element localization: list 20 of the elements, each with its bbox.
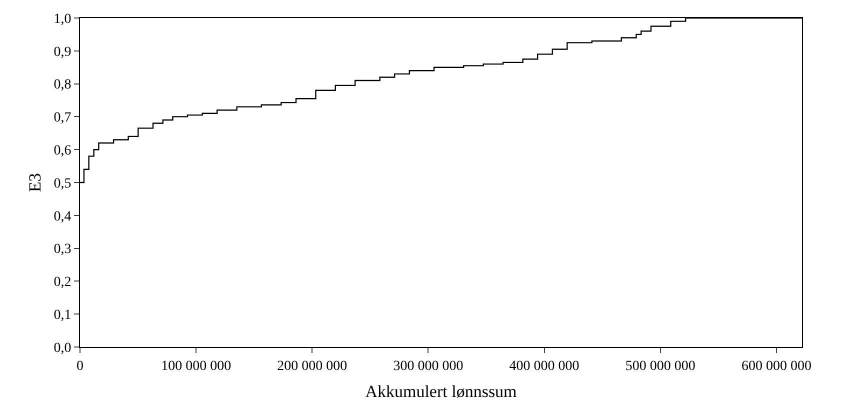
y-tick-label: 0,3 (54, 242, 72, 258)
x-tick-label: 200 000 000 (277, 358, 348, 374)
y-tick-label: 0,5 (54, 176, 72, 192)
y-tick-label: 0,0 (54, 340, 72, 356)
x-tick-label: 600 000 000 (741, 358, 812, 374)
y-tick-label: 0,6 (54, 144, 72, 158)
y-tick-label: 0,4 (54, 209, 72, 224)
x-tick-label: 300 000 000 (393, 358, 464, 374)
x-tick-label: 0 (76, 358, 84, 374)
y-axis-title: E3 (25, 173, 44, 192)
x-tick-label: 100 000 000 (161, 358, 232, 374)
y-tick-label: 0,7 (54, 110, 72, 126)
x-tick-label: 400 000 000 (509, 358, 580, 374)
y-tick-label: 0,1 (54, 308, 72, 323)
y-tick-label: 0,2 (54, 275, 72, 290)
x-tick-label: 500 000 000 (625, 358, 696, 374)
y-tick-label: 0,8 (54, 78, 72, 93)
x-axis-title: Akkumulert lønnssum (365, 382, 517, 402)
y-tick-label: 0,9 (54, 44, 72, 60)
y-tick-label: 1,0 (54, 12, 72, 27)
